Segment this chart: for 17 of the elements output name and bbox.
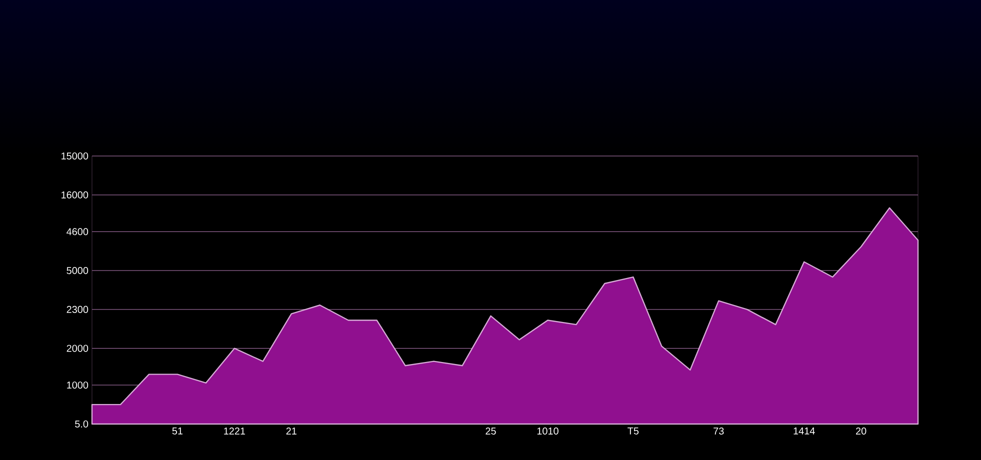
x-tick-label: 51	[172, 428, 183, 434]
text: 2000	[66, 344, 88, 352]
text: 15000	[62, 152, 88, 160]
text: 2300	[66, 306, 88, 313]
text: 5.0	[75, 420, 88, 428]
x-tick-label: 1414	[794, 428, 815, 434]
x-tick-label: 73	[714, 428, 724, 435]
x-tick-label: 20	[856, 428, 866, 435]
text: 1000	[67, 382, 88, 389]
x-tick-label: 1010	[537, 428, 558, 435]
x-tick-label: 25	[486, 428, 496, 435]
x-tick-label: 21	[286, 428, 296, 434]
text: 5000	[66, 267, 88, 274]
text: 16000	[62, 191, 88, 198]
x-tick-label: 1221	[224, 428, 246, 434]
text: 4600	[66, 228, 88, 236]
x-tick-label: T5	[628, 428, 639, 434]
